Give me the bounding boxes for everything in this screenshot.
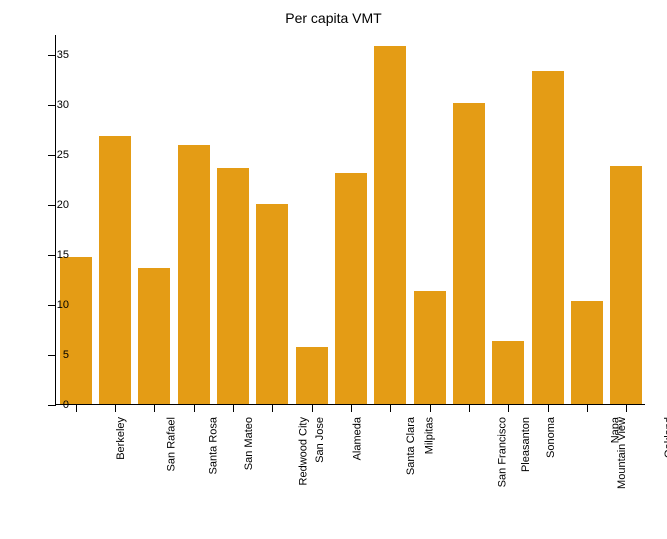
chart-title: Per capita VMT [0,10,667,26]
x-tick [390,404,391,412]
y-axis-label: 10 [39,299,69,311]
bar [178,145,210,404]
x-tick [194,404,195,412]
x-axis-label: Santa Rosa [208,417,220,474]
bar [414,291,446,404]
x-tick [233,404,234,412]
bar [571,301,603,404]
bar [138,268,170,404]
x-tick [115,404,116,412]
x-tick [469,404,470,412]
x-axis-label: Santa Clara [405,417,417,475]
bar [492,341,524,404]
x-axis-label: Pleasanton [520,417,532,472]
x-tick [508,404,509,412]
x-axis-label: Alameda [351,417,363,460]
x-axis-label: San Mateo [243,417,255,470]
x-axis-label: Milpitas [424,417,436,454]
x-tick [587,404,588,412]
x-axis-label: Oakland [663,417,667,458]
y-axis-label: 15 [39,249,69,261]
y-axis-label: 35 [39,49,69,61]
x-axis-label: Berkeley [114,417,126,460]
x-axis-label: Redwood City [297,417,309,485]
x-tick [626,404,627,412]
x-axis-label: San Francisco [496,417,508,487]
x-tick [154,404,155,412]
y-axis-label: 5 [39,349,69,361]
bar [335,173,367,404]
x-tick [76,404,77,412]
bar [256,204,288,404]
bar [296,347,328,404]
bar [453,103,485,404]
y-axis-label: 30 [39,99,69,111]
bar [217,168,249,404]
bar [610,166,642,404]
bar [374,46,406,404]
x-axis-label: Napa [609,417,621,443]
chart-plot-area [55,35,645,405]
x-tick [351,404,352,412]
x-axis-label: San Rafael [165,417,177,471]
x-tick [430,404,431,412]
y-axis-label: 0 [39,399,69,411]
x-tick [312,404,313,412]
x-axis-label: Sonoma [545,417,557,458]
bar [60,257,92,404]
bar [532,71,564,404]
x-tick [548,404,549,412]
y-axis-label: 20 [39,199,69,211]
bar [99,136,131,404]
y-axis-label: 25 [39,149,69,161]
x-tick [272,404,273,412]
x-axis-label: San Jose [314,417,326,463]
